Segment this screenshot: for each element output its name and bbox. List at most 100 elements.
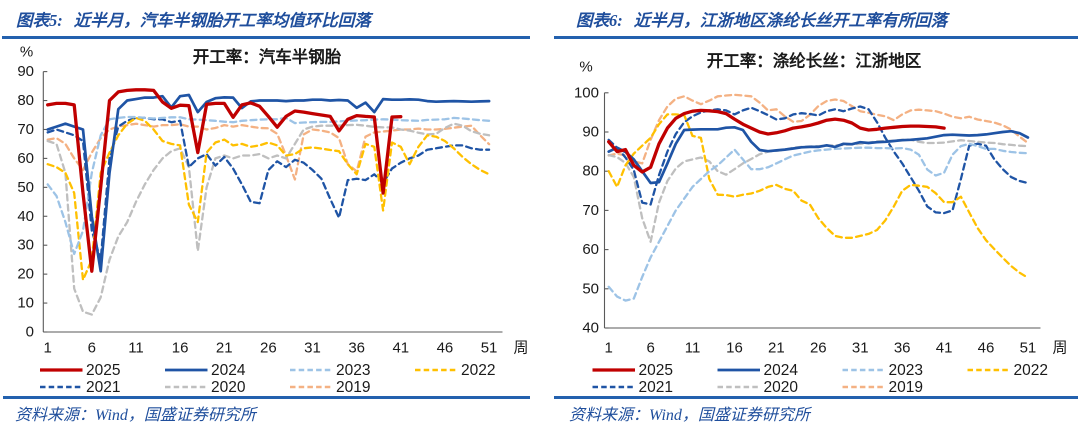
x-tick-label: 16 — [172, 340, 189, 357]
legend-item-2023: 2023 — [290, 362, 370, 379]
figure5-source: 资料来源：Wind，国盛证券研究所 — [15, 401, 256, 424]
series-line-2019 — [607, 93, 1030, 165]
legend-item-2019: 2019 — [842, 379, 923, 396]
legend-item-2024: 2024 — [717, 362, 799, 379]
y-tick-label: 20 — [17, 266, 34, 283]
legend-label-2019: 2019 — [889, 379, 923, 396]
x-tick-label: 21 — [216, 340, 233, 357]
legend-label-2021: 2021 — [86, 379, 120, 396]
figure6-source-label: 资料来源： — [569, 407, 650, 424]
y-axis-unit-label: % — [20, 44, 33, 61]
legend-item-2021: 2021 — [592, 379, 673, 396]
x-tick-label: 16 — [726, 340, 743, 357]
figure6-top-rule — [554, 36, 1078, 39]
figure5-source-label: 资料来源： — [15, 407, 96, 424]
series-line-2022 — [607, 113, 1030, 279]
x-tick-label: 31 — [304, 340, 321, 357]
series-line-2023 — [46, 115, 491, 256]
legend-label-2024: 2024 — [211, 362, 246, 379]
figure6-source-text: Wind，国盛证券研究所 — [649, 407, 810, 424]
x-tick-label: 11 — [685, 340, 701, 357]
series-line-2024 — [607, 125, 1030, 185]
legend-item-2024: 2024 — [165, 362, 246, 379]
figure6-source: 资料来源：Wind，国盛证券研究所 — [569, 401, 810, 424]
y-tick-label: 30 — [17, 237, 34, 254]
figure6-bottom-rule — [554, 396, 1078, 399]
legend-item-2020: 2020 — [717, 379, 799, 396]
y-tick-label: 70 — [17, 121, 34, 138]
y-tick-label: 90 — [17, 63, 34, 80]
legend-label-2023: 2023 — [889, 362, 923, 379]
figure5-header: 图表5: 近半月，汽车半钢胎开工率均值环比回落 — [16, 7, 371, 30]
x-axis-unit-label: 周 — [1052, 340, 1067, 357]
y-tick-label: 100 — [574, 84, 599, 101]
legend-label-2020: 2020 — [764, 379, 799, 396]
legend-label-2025: 2025 — [639, 362, 673, 379]
y-tick-label: 0 — [26, 324, 34, 341]
legend-item-2019: 2019 — [290, 379, 370, 396]
y-tick-label: 80 — [17, 92, 34, 109]
x-tick-label: 11 — [128, 340, 144, 357]
x-tick-label: 26 — [260, 340, 277, 357]
series-line-2021 — [607, 105, 1030, 215]
legend-item-2020: 2020 — [165, 379, 246, 396]
legend-label-2025: 2025 — [86, 362, 120, 379]
y-tick-label: 90 — [582, 124, 599, 141]
series-line-2019 — [46, 122, 491, 181]
axes — [603, 92, 1041, 329]
x-tick-label: 1 — [44, 340, 52, 357]
figure6-header-title: 近半月，江浙地区涤纶长丝开工率有所回落 — [633, 11, 948, 30]
x-tick-label: 41 — [936, 340, 953, 357]
y-tick-label: 50 — [582, 280, 599, 297]
legend-label-2020: 2020 — [211, 379, 246, 396]
figure6-header-label: 图表6: — [576, 11, 623, 30]
legend-item-2025: 2025 — [40, 362, 120, 379]
x-tick-label: 51 — [481, 340, 498, 357]
legend-item-2022: 2022 — [967, 362, 1048, 379]
series-line-2024 — [46, 93, 491, 273]
legend-item-2025: 2025 — [592, 362, 673, 379]
series-line-2025 — [46, 88, 403, 273]
x-tick-label: 26 — [810, 340, 827, 357]
legend-item-2023: 2023 — [842, 362, 923, 379]
figure5-top-rule — [2, 36, 530, 39]
figure5-bottom-rule — [3, 396, 530, 399]
x-tick-label: 6 — [646, 340, 654, 357]
figure5-source-text: Wind，国盛证券研究所 — [95, 407, 256, 424]
legend-label-2024: 2024 — [764, 362, 799, 379]
x-tick-label: 51 — [1020, 340, 1037, 357]
series-line-2020 — [46, 122, 491, 316]
x-tick-label: 36 — [894, 340, 911, 357]
legend-item-2022: 2022 — [415, 362, 495, 379]
x-tick-label: 31 — [852, 340, 869, 357]
x-axis-unit-label: 周 — [513, 340, 528, 357]
legend-label-2021: 2021 — [639, 379, 673, 396]
axes — [42, 71, 503, 333]
y-tick-label: 70 — [582, 202, 599, 219]
y-tick-label: 40 — [17, 208, 34, 225]
legend-label-2022: 2022 — [461, 362, 495, 379]
figure6-header: 图表6: 近半月，江浙地区涤纶长丝开工率有所回落 — [576, 7, 948, 30]
x-tick-label: 1 — [605, 340, 613, 357]
legend-label-2023: 2023 — [336, 362, 370, 379]
series-line-2025 — [607, 108, 946, 174]
y-tick-label: 40 — [582, 320, 599, 337]
x-tick-label: 21 — [768, 340, 785, 357]
y-tick-label: 60 — [17, 150, 34, 167]
series-line-2021 — [46, 116, 491, 261]
legend-item-2021: 2021 — [40, 379, 120, 396]
y-tick-label: 60 — [582, 241, 599, 258]
figure5-header-title: 近半月，汽车半钢胎开工率均值环比回落 — [73, 11, 371, 30]
x-tick-label: 6 — [88, 340, 96, 357]
y-axis-unit-label: % — [579, 59, 592, 76]
chart-title: 开工率：汽车半钢胎 — [193, 47, 342, 67]
x-tick-label: 41 — [392, 340, 409, 357]
y-tick-label: 80 — [582, 163, 599, 180]
legend-label-2019: 2019 — [336, 379, 370, 396]
figure5-header-label: 图表5: — [16, 11, 63, 30]
x-tick-label: 46 — [978, 340, 995, 357]
